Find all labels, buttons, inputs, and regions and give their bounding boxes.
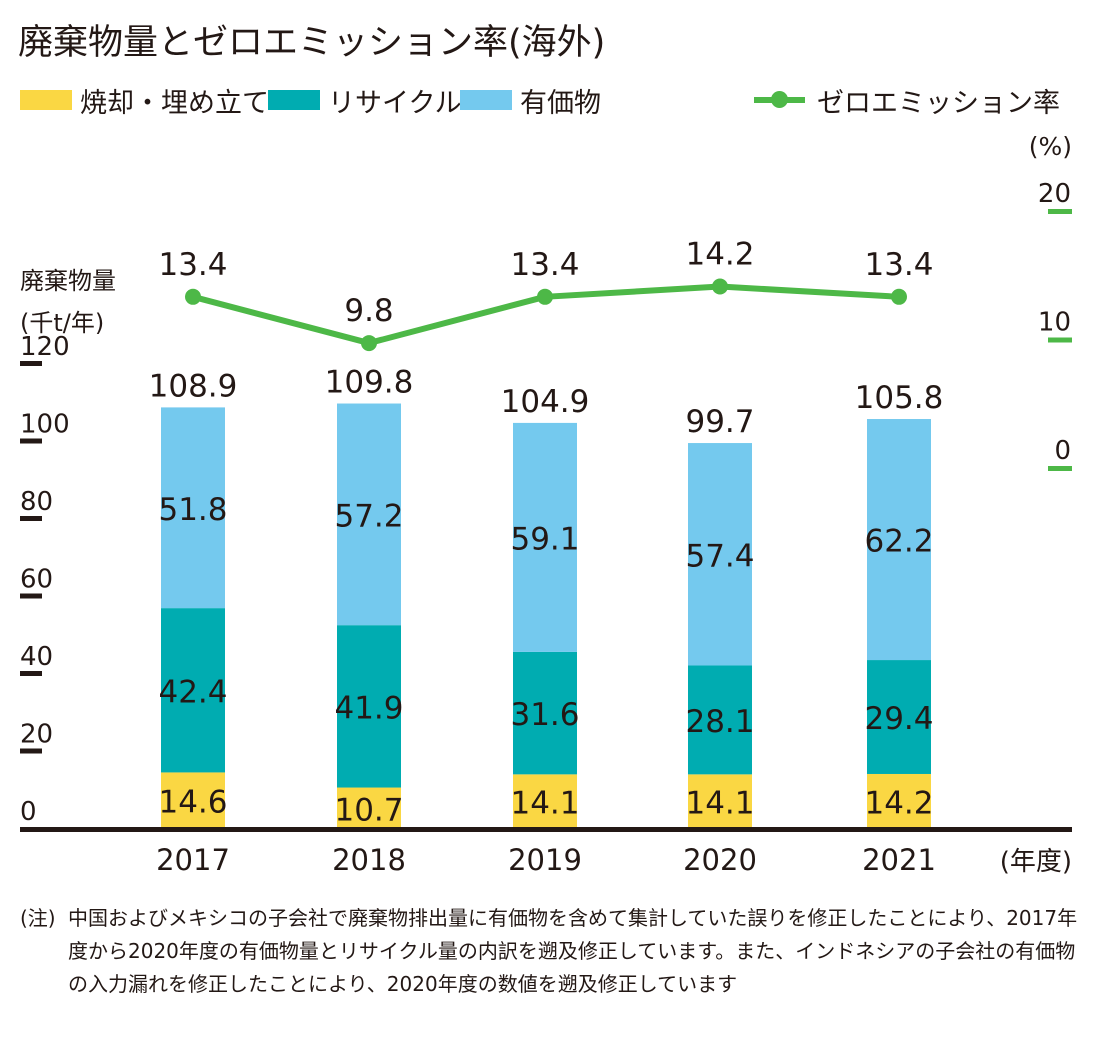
zero-emission-label: 9.8 xyxy=(344,293,393,329)
y-tick-mark xyxy=(20,361,42,366)
bar-label-incineration: 14.1 xyxy=(510,786,579,822)
zero-emission-label: 13.4 xyxy=(864,247,933,283)
y2-tick-mark xyxy=(1048,209,1072,214)
bar-total-label: 109.8 xyxy=(325,365,414,401)
zero-emission-point xyxy=(891,288,907,305)
y-axis-label-line1: 廃棄物量 xyxy=(20,267,116,295)
bar-segment-valuables xyxy=(688,443,752,666)
bar-segment-incineration xyxy=(867,773,931,829)
bar-total-label: 108.9 xyxy=(149,368,238,404)
y-axis-label-line2: (千t/年) xyxy=(20,309,104,337)
bar-segment-recycle xyxy=(513,651,577,775)
footnote-text: 中国およびメキシコの子会社で廃棄物排出量に有価物を含めて集計していた誤りを修正し… xyxy=(68,906,1078,996)
bar-segment-incineration xyxy=(337,787,401,829)
chart-title: 廃棄物量とゼロエミッション率(海外) xyxy=(18,23,606,63)
bar-label-incineration: 14.6 xyxy=(158,785,227,821)
legend-label-incineration: 焼却・埋め立て xyxy=(80,87,269,119)
bar-label-valuables: 57.2 xyxy=(334,498,403,534)
y2-tick-label: 20 xyxy=(1038,179,1071,209)
bar-total-label: 104.9 xyxy=(501,384,590,420)
zero-emission-label: 13.4 xyxy=(510,247,579,283)
bar-label-recycle: 28.1 xyxy=(685,704,754,740)
y-tick-label: 60 xyxy=(20,565,53,595)
bar-segment-valuables xyxy=(513,422,577,652)
bar-segment-incineration xyxy=(688,774,752,829)
bar-segment-recycle xyxy=(688,665,752,775)
y2-tick-label: 10 xyxy=(1038,308,1071,338)
bar-segment-incineration xyxy=(513,774,577,829)
bar-label-recycle: 42.4 xyxy=(158,674,227,710)
y2-tick-mark xyxy=(1048,466,1072,471)
zero-emission-label: 13.4 xyxy=(158,247,227,283)
legend-label-recycle: リサイクル xyxy=(328,87,462,119)
y-tick-mark xyxy=(20,593,42,599)
y-tick-mark xyxy=(20,748,42,754)
bar-label-recycle: 31.6 xyxy=(510,697,579,733)
bar-label-recycle: 29.4 xyxy=(864,701,933,737)
bar-segment-recycle xyxy=(867,660,931,774)
y2-tick-mark xyxy=(1048,337,1072,343)
bar-label-incineration: 14.1 xyxy=(685,786,754,822)
bar-total-label: 99.7 xyxy=(685,404,754,440)
y-tick-mark xyxy=(20,516,42,521)
bar-segment-valuables xyxy=(161,407,225,609)
y-tick-label: 80 xyxy=(20,487,53,517)
bar-segment-incineration xyxy=(161,772,225,829)
footnote-label: (注) xyxy=(20,906,56,930)
zero-emission-point xyxy=(712,278,728,295)
legend-item-incineration: 焼却・埋め立て xyxy=(20,82,269,119)
y-tick-label: 0 xyxy=(20,797,37,827)
y2-tick-label: 0 xyxy=(1054,436,1071,466)
bar-segment-valuables xyxy=(867,419,931,661)
legend-label-valuables: 有価物 xyxy=(520,87,601,119)
zero-emission-label: 14.2 xyxy=(685,237,754,273)
y-tick-label: 120 xyxy=(20,332,70,362)
legend-item-valuables: 有価物 xyxy=(460,82,601,119)
bar-label-valuables: 59.1 xyxy=(510,521,579,557)
x-tick-label: 2021 xyxy=(862,843,936,877)
bar-label-valuables: 62.2 xyxy=(864,524,933,560)
legend-line-key-icon xyxy=(752,90,807,110)
stacked-bar-line-chart: 廃棄物量 (千t/年) 0 20 40 60 80 100 120 (%) 0 10 20 14.6 42.… xyxy=(20,132,1072,877)
x-tick-label: 2019 xyxy=(508,843,582,877)
bar-label-incineration: 10.7 xyxy=(334,792,403,828)
legend-item-zero-emission: ゼロエミッション率 xyxy=(752,82,1060,119)
bar-label-valuables: 51.8 xyxy=(158,492,227,528)
legend-swatch-valuables xyxy=(460,90,512,110)
x-tick-label: 2018 xyxy=(332,843,406,877)
legend-item-recycle: リサイクル xyxy=(268,82,462,119)
x-tick-label: 2020 xyxy=(683,843,757,877)
footnote: (注) 中国およびメキシコの子会社で廃棄物排出量に有価物を含めて集計していた誤り… xyxy=(20,902,1090,1001)
legend-swatch-recycle xyxy=(268,90,320,110)
bar-segment-recycle xyxy=(337,625,401,788)
bar-label-recycle: 41.9 xyxy=(334,690,403,726)
zero-emission-point xyxy=(361,335,377,352)
bar-total-label: 105.8 xyxy=(855,380,944,416)
legend-swatch-incineration xyxy=(20,90,72,110)
bar-label-valuables: 57.4 xyxy=(685,538,754,574)
bar-segment-valuables xyxy=(337,403,401,626)
y-tick-label: 40 xyxy=(20,642,53,672)
bar-segment-recycle xyxy=(161,608,225,773)
y-tick-mark xyxy=(20,671,42,676)
y-tick-label: 100 xyxy=(20,410,70,440)
bar-label-incineration: 14.2 xyxy=(864,785,933,821)
y-tick-mark xyxy=(20,438,42,444)
x-axis-unit: (年度) xyxy=(1000,847,1072,877)
legend-label-zero-emission: ゼロエミッション率 xyxy=(817,87,1060,119)
zero-emission-point xyxy=(537,288,553,305)
zero-emission-point xyxy=(185,288,201,305)
y-tick-label: 20 xyxy=(20,720,53,750)
y2-axis-unit: (%) xyxy=(1029,132,1072,161)
x-axis-baseline xyxy=(20,827,1072,832)
x-tick-label: 2017 xyxy=(156,843,230,877)
